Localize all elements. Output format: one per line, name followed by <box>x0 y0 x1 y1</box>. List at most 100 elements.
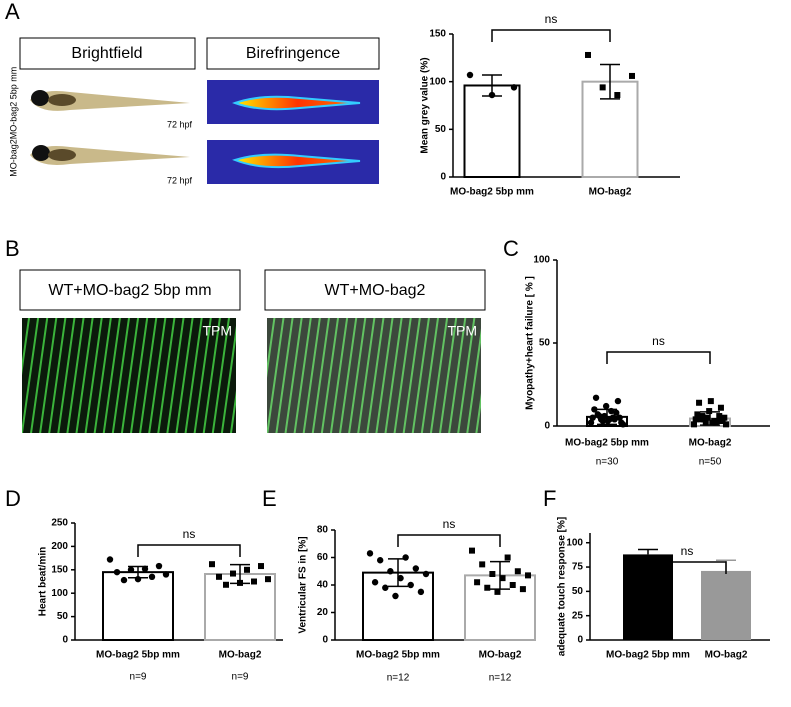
data-point <box>614 92 621 99</box>
data-point <box>489 571 496 577</box>
sample-size: n=12 <box>489 673 512 684</box>
significance-bracket <box>397 534 501 547</box>
y-tick-label: 0 <box>62 635 68 646</box>
data-point <box>510 84 518 91</box>
data-point <box>717 404 724 411</box>
fish-image <box>30 145 190 165</box>
error-bar <box>638 548 658 555</box>
data-point <box>162 571 170 578</box>
data-point <box>106 556 114 563</box>
data-point <box>141 565 149 573</box>
data-point <box>608 407 615 415</box>
row-label: MO-bag2 5bp mm <box>8 67 18 140</box>
data-point <box>237 579 243 586</box>
data-point <box>587 419 595 426</box>
significance-label: ns <box>443 517 456 531</box>
panel-label: B <box>5 236 20 261</box>
data-point <box>209 561 215 568</box>
data-point <box>712 419 719 426</box>
significance-label: ns <box>652 334 665 348</box>
data-point <box>514 568 521 575</box>
significance-bracket <box>647 561 727 574</box>
data-point <box>721 414 728 421</box>
data-point <box>230 570 236 577</box>
data-point <box>699 413 706 420</box>
y-tick-label: 0 <box>577 635 583 646</box>
data-point <box>599 84 606 91</box>
y-tick-label: 80 <box>317 525 329 536</box>
x-tick-label: MO-bag2 5bp mm <box>356 650 440 661</box>
data-point <box>706 408 713 415</box>
y-tick-label: 50 <box>572 586 584 597</box>
data-point <box>407 581 414 589</box>
data-point <box>499 575 506 582</box>
y-tick-label: 20 <box>317 607 329 618</box>
y-tick-label: 100 <box>566 537 583 548</box>
significance-label: ns <box>183 527 196 541</box>
data-point <box>422 570 430 578</box>
stain-label: TPM <box>447 323 477 339</box>
data-point <box>366 550 374 557</box>
sample-size: n=12 <box>387 673 410 684</box>
stage-label: 72 hpf <box>167 119 193 129</box>
panel-label: F <box>543 486 556 511</box>
data-point <box>223 581 229 588</box>
sample-size: n=9 <box>130 672 147 683</box>
x-tick-label: MO-bag2 <box>589 187 632 198</box>
y-tick-label: 100 <box>533 255 550 266</box>
data-point <box>469 547 475 554</box>
sample-size: n=50 <box>699 457 722 468</box>
y-tick-label: 200 <box>51 541 68 552</box>
data-point <box>692 416 699 423</box>
y-axis-label: Myopathy+heart failure [ % ] <box>525 276 536 410</box>
fish-image <box>30 90 190 111</box>
data-point <box>113 568 121 576</box>
data-point <box>387 568 394 575</box>
y-tick-label: 75 <box>572 562 584 573</box>
stage-label: 72 hpf <box>167 175 193 185</box>
data-point <box>591 406 598 413</box>
significance-bracket <box>137 544 241 557</box>
data-point <box>412 565 420 572</box>
data-point <box>479 561 486 568</box>
data-point <box>265 576 271 583</box>
y-tick-label: 50 <box>539 338 551 349</box>
data-point <box>702 419 709 426</box>
data-point <box>691 421 697 428</box>
birefringence-signal <box>232 95 361 111</box>
data-point <box>696 399 703 406</box>
panel-label: D <box>5 486 21 511</box>
data-point <box>613 409 620 416</box>
data-point <box>402 554 409 561</box>
panel-label: A <box>5 0 20 24</box>
row-label: MO-bag2 <box>8 139 18 177</box>
y-axis-label: adequate touch response [%] <box>557 517 568 656</box>
data-point <box>127 566 135 573</box>
bar <box>463 84 521 178</box>
data-point <box>484 584 491 591</box>
x-tick-label: MO-bag2 <box>689 438 732 449</box>
column-title: WT+MO-bag2 <box>325 282 426 299</box>
panel-label: E <box>262 486 277 511</box>
y-tick-label: 25 <box>572 610 584 621</box>
significance-bracket <box>491 29 611 42</box>
column-box <box>19 37 196 70</box>
data-point <box>697 416 704 423</box>
data-point <box>120 576 128 584</box>
data-point <box>723 421 729 428</box>
data-point <box>589 414 596 421</box>
y-tick-label: 60 <box>317 552 329 563</box>
panel-label: C <box>503 236 519 261</box>
column-box <box>19 269 241 311</box>
column-title: Birefringence <box>246 45 340 62</box>
data-point <box>616 414 623 421</box>
data-point <box>148 573 156 581</box>
data-point <box>371 579 379 586</box>
data-point <box>716 413 723 420</box>
data-point <box>382 584 389 591</box>
x-tick-label: MO-bag2 5bp mm <box>565 438 649 449</box>
birefringence-signal <box>232 153 361 169</box>
x-tick-label: MO-bag2 <box>219 650 262 661</box>
data-point <box>216 573 222 580</box>
